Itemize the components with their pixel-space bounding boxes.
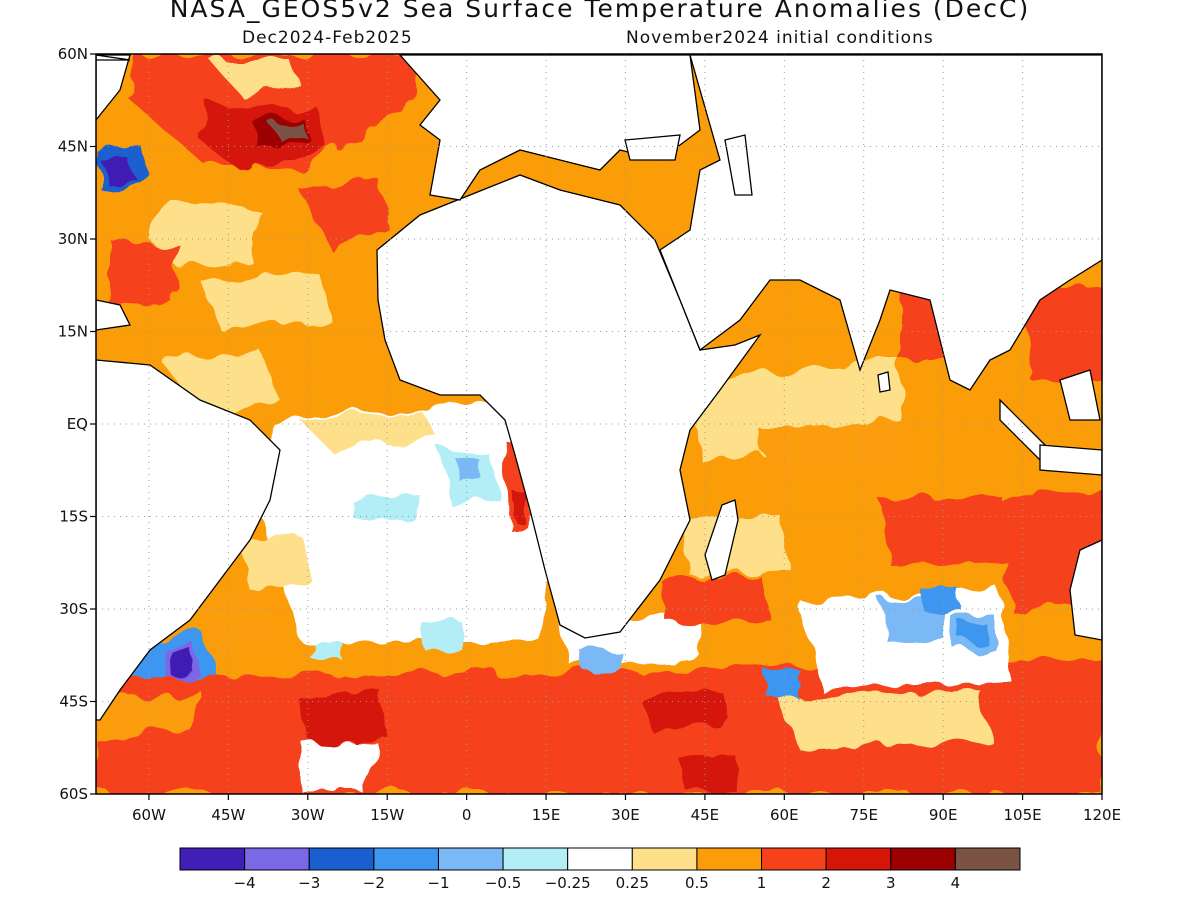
lon-tick-label: 45W: [211, 806, 245, 824]
map-title: NASA_GEOS5v2 Sea Surface Temperature Ano…: [169, 0, 1031, 23]
land-masses: [96, 54, 1102, 721]
lat-tick-label: 45S: [59, 693, 88, 711]
colorbar-swatch: [308, 847, 375, 871]
lon-tick-label: 105E: [1004, 806, 1042, 824]
lat-tick-label: 15N: [58, 323, 88, 341]
colorbar-swatch: [825, 847, 892, 871]
africa-landmass: [376, 174, 762, 639]
lon-tick-label: 120E: [1083, 806, 1121, 824]
lon-tick-label: 45E: [691, 806, 720, 824]
lat-tick-label: EQ: [67, 415, 88, 433]
colorbar-label: −3: [298, 874, 320, 892]
initial-conditions: November2024 initial conditions: [626, 28, 934, 48]
lon-tick-label: 60W: [132, 806, 166, 824]
lon-tick-label: 30W: [291, 806, 325, 824]
colorbar-label: 0.25: [616, 874, 649, 892]
anomaly-patches: [96, 55, 1102, 794]
colorbar-swatch: [567, 847, 633, 871]
colorbar: −4 −3 −2 −1 −0.5 −0.25 0.25 0.5 1 2 3 4: [179, 847, 1021, 892]
lat-tick-label: 30N: [58, 230, 88, 248]
lat-tick-label: 60N: [58, 45, 88, 63]
forecast-period: Dec2024-Feb2025: [242, 28, 413, 48]
colorbar-label: 2: [821, 874, 831, 892]
colorbar-swatch: [502, 847, 569, 871]
colorbar-label: 0.5: [685, 874, 709, 892]
colorbar-label: −2: [363, 874, 385, 892]
longitude-axis: 60W 45W 30W 15W 0 15E 30E 45E 60E 75E 90E 105E 120E: [132, 794, 1121, 824]
colorbar-swatch: [437, 847, 504, 871]
colorbar-label: −4: [234, 874, 256, 892]
colorbar-label: −1: [427, 874, 449, 892]
australia-landmass: [1069, 539, 1102, 641]
lat-tick-label: 30S: [59, 600, 88, 618]
colorbar-swatch: [244, 847, 310, 871]
colorbar-swatch: [179, 847, 246, 871]
colorbar-swatch: [696, 847, 763, 871]
lon-tick-label: 75E: [849, 806, 878, 824]
colorbar-swatch: [373, 847, 439, 871]
lon-tick-label: 60E: [770, 806, 799, 824]
lon-tick-label: 0: [462, 806, 472, 824]
colorbar-swatch: [631, 847, 698, 871]
south-america-landmass: [96, 359, 281, 721]
lat-tick-label: 15S: [59, 508, 88, 526]
colorbar-label: 4: [951, 874, 961, 892]
europe-landmass: [398, 54, 701, 201]
latitude-axis: 60N 45N 30N 15N EQ 15S 30S 45S 60S: [58, 45, 96, 803]
lon-tick-label: 30E: [611, 806, 640, 824]
colorbar-label: −0.25: [545, 874, 591, 892]
colorbar-label: −0.5: [485, 874, 521, 892]
colorbar-swatch: [890, 847, 956, 871]
lat-tick-label: 60S: [59, 785, 88, 803]
colorbar-label: 1: [757, 874, 767, 892]
lat-tick-label: 45N: [58, 138, 88, 156]
lon-tick-label: 90E: [929, 806, 958, 824]
asia-landmass: [659, 54, 1102, 391]
lon-tick-label: 15W: [370, 806, 404, 824]
madagascar-island: [704, 499, 739, 581]
colorbar-swatch: [954, 847, 1021, 871]
lon-tick-label: 15E: [532, 806, 561, 824]
colorbar-label: 3: [886, 874, 896, 892]
north-america-landmass: [96, 54, 131, 122]
colorbar-swatch: [761, 847, 827, 871]
anomaly-field: [96, 54, 1102, 794]
